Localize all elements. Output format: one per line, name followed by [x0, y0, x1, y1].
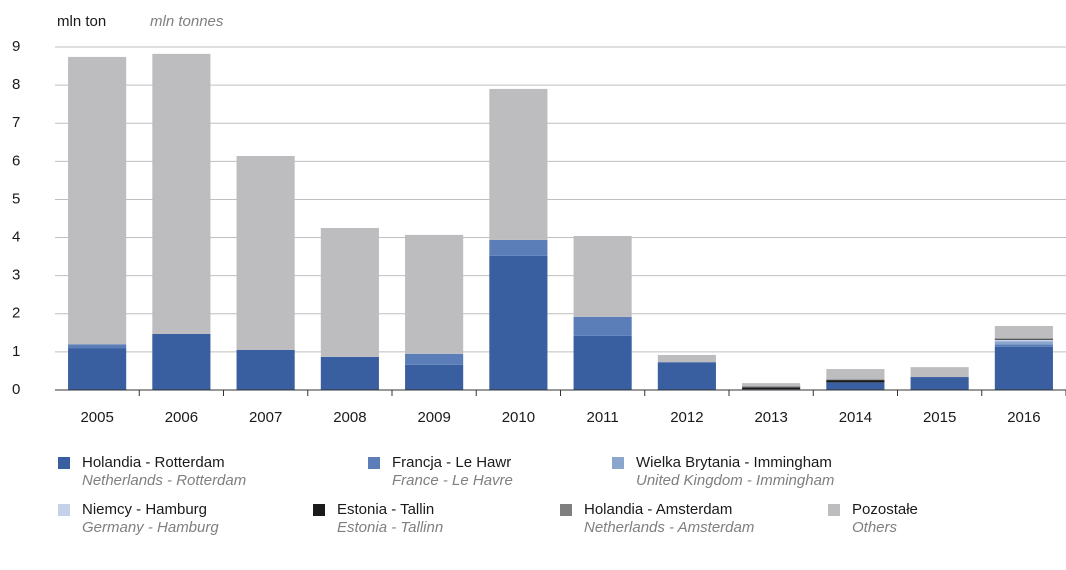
- y-axis-label: mln ton: [57, 13, 106, 30]
- legend-swatch: [58, 457, 70, 469]
- legend-label-en: Estonia - Tallinn: [337, 519, 443, 536]
- bar-segment: [68, 348, 127, 390]
- legend-label: Wielka Brytania - Immingham: [636, 454, 832, 471]
- bar-segment: [320, 356, 379, 390]
- bar-segment: [320, 228, 379, 357]
- x-tick-label: 2014: [839, 409, 872, 426]
- legend-swatch: [828, 504, 840, 516]
- bar-segment: [910, 377, 969, 390]
- bar-segment: [489, 255, 548, 390]
- y-tick-label: 4: [12, 229, 20, 246]
- bar-segment: [994, 346, 1053, 390]
- bar-segment: [742, 383, 801, 387]
- bar-segment: [573, 316, 632, 336]
- legend-label: Holandia - Rotterdam: [82, 454, 225, 471]
- x-tick-label: 2015: [923, 409, 956, 426]
- bar-segment: [826, 380, 885, 383]
- bar-segment: [152, 333, 211, 390]
- bar-segment: [489, 239, 548, 256]
- y-tick-label: 7: [12, 114, 20, 131]
- legend-swatch: [560, 504, 572, 516]
- bar-segment: [994, 338, 1053, 340]
- legend-swatch: [612, 457, 624, 469]
- legend-label-en: Others: [852, 519, 898, 536]
- bar-segment: [68, 56, 127, 345]
- bar-segment: [405, 353, 464, 365]
- x-tick-label: 2013: [754, 409, 787, 426]
- legend-label-en: France - Le Havre: [392, 472, 513, 489]
- bar-segment: [994, 339, 1053, 342]
- bar-segment: [236, 155, 295, 350]
- y-tick-label: 3: [12, 267, 20, 284]
- x-tick-label: 2012: [670, 409, 703, 426]
- bar-segment: [994, 325, 1053, 339]
- legend-label-en: Netherlands - Rotterdam: [82, 472, 246, 489]
- x-tick-label: 2010: [502, 409, 535, 426]
- legend-label: Niemcy - Hamburg: [82, 501, 207, 518]
- legend-swatch: [313, 504, 325, 516]
- bar-segment: [405, 234, 464, 354]
- y-tick-label: 8: [12, 76, 20, 93]
- bar-segment: [742, 386, 801, 388]
- x-tick-label: 2009: [417, 409, 450, 426]
- bar-segment: [826, 379, 885, 381]
- bar-segment: [68, 344, 127, 349]
- bar-segment: [657, 362, 716, 390]
- legend-label-en: United Kingdom - Immingham: [636, 472, 834, 489]
- bar-segment: [826, 382, 885, 390]
- bar-segment: [657, 354, 716, 363]
- x-tick-label: 2008: [333, 409, 366, 426]
- x-tick-label: 2016: [1007, 409, 1040, 426]
- y-tick-label: 2: [12, 305, 20, 322]
- legend-label: Estonia - Tallin: [337, 501, 434, 518]
- legend-label-en: Germany - Hamburg: [82, 519, 219, 536]
- bar-segment: [910, 367, 969, 378]
- bar-segment: [489, 88, 548, 240]
- bar-segment: [994, 341, 1053, 345]
- x-tick-label: 2006: [165, 409, 198, 426]
- legend-label: Francja - Le Hawr: [392, 454, 511, 471]
- bar-segment: [573, 236, 632, 317]
- x-tick-label: 2005: [80, 409, 113, 426]
- y-axis-label-en: mln tonnes: [150, 13, 224, 30]
- bar-segment: [236, 349, 295, 390]
- bar-segment: [152, 53, 211, 334]
- bar-segment: [994, 344, 1053, 347]
- legend-label: Holandia - Amsterdam: [584, 501, 732, 518]
- legend-label: Pozostałe: [852, 501, 918, 518]
- bar-segment: [742, 387, 801, 390]
- x-tick-label: 2011: [586, 409, 618, 426]
- bar-segment: [826, 369, 885, 380]
- y-tick-label: 9: [12, 38, 20, 55]
- x-tick-label: 2007: [249, 409, 282, 426]
- bar-segment: [994, 338, 1053, 339]
- bar-segment: [405, 364, 464, 390]
- legend-swatch: [58, 504, 70, 516]
- legend-swatch: [368, 457, 380, 469]
- y-tick-label: 0: [12, 381, 20, 398]
- bar-segment: [573, 335, 632, 390]
- y-tick-label: 5: [12, 190, 20, 207]
- legend-label-en: Netherlands - Amsterdam: [584, 519, 754, 536]
- y-tick-label: 6: [12, 152, 20, 169]
- y-tick-label: 1: [12, 343, 20, 360]
